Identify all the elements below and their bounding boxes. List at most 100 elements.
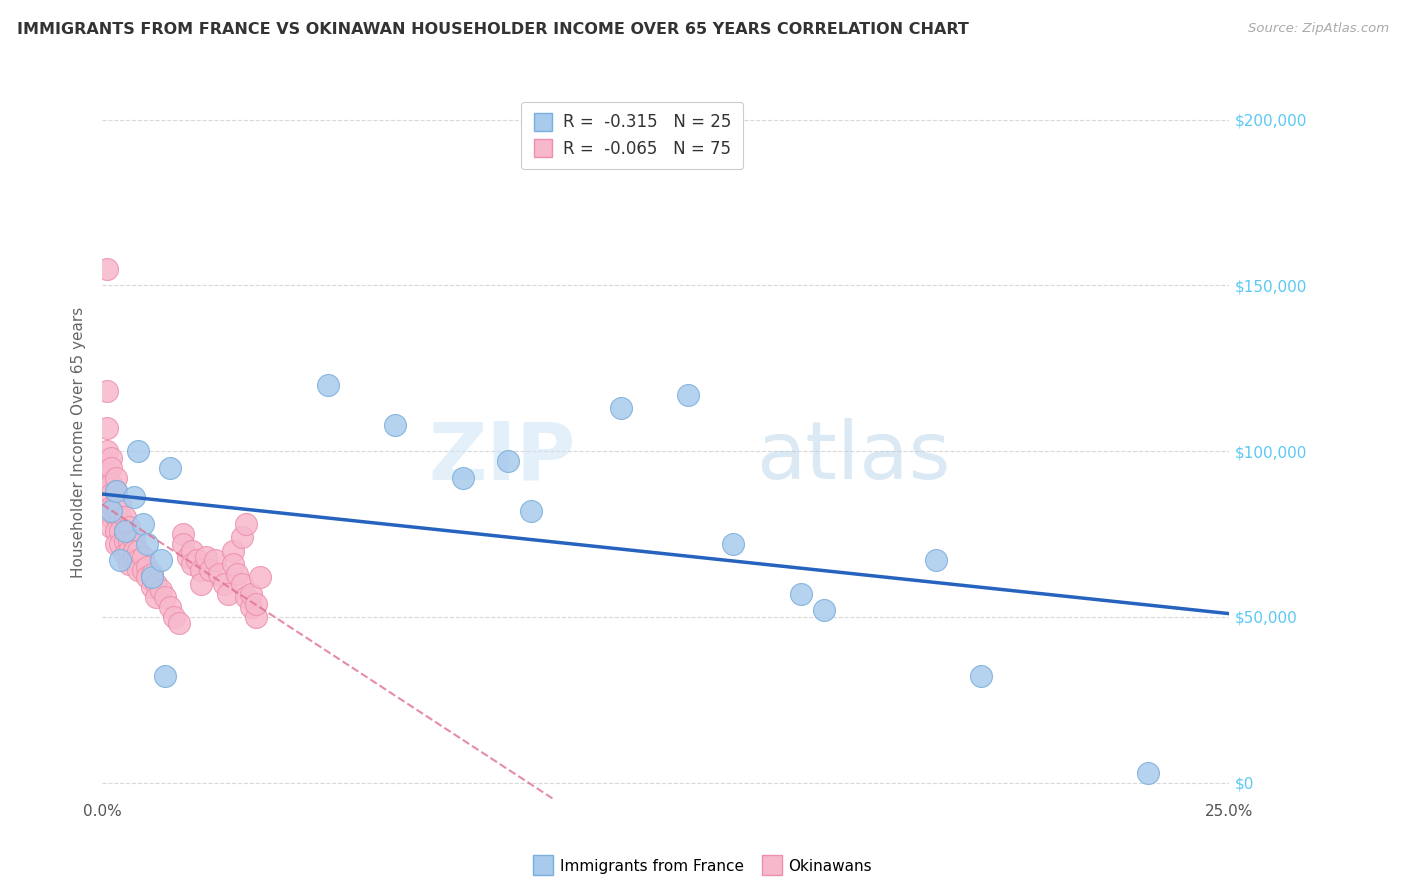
Point <box>200 563 222 577</box>
Point <box>100 504 122 518</box>
Point <box>145 576 167 591</box>
Point <box>127 563 149 577</box>
Text: Source: ZipAtlas.com: Source: ZipAtlas.com <box>1249 22 1389 36</box>
Point <box>496 454 519 468</box>
Point <box>451 470 474 484</box>
Point <box>235 590 257 604</box>
Point <box>231 530 253 544</box>
Point <box>110 497 132 511</box>
Point <box>181 557 204 571</box>
Point <box>222 543 245 558</box>
Point <box>141 570 163 584</box>
Point <box>190 576 212 591</box>
Point <box>100 520 122 534</box>
Point <box>100 460 122 475</box>
Point <box>114 510 136 524</box>
Point <box>127 444 149 458</box>
Point <box>217 586 239 600</box>
Point <box>212 576 235 591</box>
Point <box>118 520 141 534</box>
Point <box>159 599 181 614</box>
Point <box>122 533 145 548</box>
Point <box>609 401 631 415</box>
Point <box>167 616 190 631</box>
Point <box>519 504 541 518</box>
Point <box>104 524 127 538</box>
Point <box>141 566 163 581</box>
Point <box>245 609 267 624</box>
Point <box>114 533 136 548</box>
Point <box>186 553 208 567</box>
Point <box>145 590 167 604</box>
Point <box>132 563 155 577</box>
Point <box>235 516 257 531</box>
Point <box>181 543 204 558</box>
Point <box>249 570 271 584</box>
Text: IMMIGRANTS FROM FRANCE VS OKINAWAN HOUSEHOLDER INCOME OVER 65 YEARS CORRELATION : IMMIGRANTS FROM FRANCE VS OKINAWAN HOUSE… <box>17 22 969 37</box>
Point <box>96 444 118 458</box>
Point <box>155 590 177 604</box>
Point <box>96 261 118 276</box>
Y-axis label: Householder Income Over 65 years: Householder Income Over 65 years <box>72 307 86 578</box>
Point <box>208 566 231 581</box>
Point <box>155 669 177 683</box>
Point <box>104 470 127 484</box>
Point <box>231 576 253 591</box>
Point <box>1137 765 1160 780</box>
Point <box>96 421 118 435</box>
Point <box>100 477 122 491</box>
Point <box>122 543 145 558</box>
Point <box>110 510 132 524</box>
Point <box>172 527 194 541</box>
Point <box>104 537 127 551</box>
Point <box>114 524 136 538</box>
Point <box>136 570 159 584</box>
Point <box>127 543 149 558</box>
Point <box>163 609 186 624</box>
Point <box>96 384 118 399</box>
Point <box>118 557 141 571</box>
Point <box>177 550 200 565</box>
Point <box>132 516 155 531</box>
Point <box>790 586 813 600</box>
Point <box>159 460 181 475</box>
Point <box>222 557 245 571</box>
Point <box>149 553 172 567</box>
Point <box>172 537 194 551</box>
Point <box>114 524 136 538</box>
Point <box>100 450 122 465</box>
Point <box>226 566 249 581</box>
Point <box>104 483 127 498</box>
Point <box>118 533 141 548</box>
Text: atlas: atlas <box>756 418 950 496</box>
Point <box>204 553 226 567</box>
Point <box>104 497 127 511</box>
Point <box>104 510 127 524</box>
Point <box>240 599 263 614</box>
Point <box>110 553 132 567</box>
Point <box>136 537 159 551</box>
Point <box>118 543 141 558</box>
Point <box>245 597 267 611</box>
Point <box>114 547 136 561</box>
Point <box>149 583 172 598</box>
Point <box>723 537 745 551</box>
Point <box>678 387 700 401</box>
Point <box>141 580 163 594</box>
Point <box>384 417 406 432</box>
Point <box>100 500 122 515</box>
Point <box>110 524 132 538</box>
Point <box>122 491 145 505</box>
Point <box>970 669 993 683</box>
Point <box>104 483 127 498</box>
Legend: Immigrants from France, Okinawans: Immigrants from France, Okinawans <box>527 853 879 880</box>
Point <box>100 510 122 524</box>
Legend: R =  -0.315   N = 25, R =  -0.065   N = 75: R = -0.315 N = 25, R = -0.065 N = 75 <box>522 102 742 169</box>
Point <box>316 377 339 392</box>
Point <box>110 537 132 551</box>
Point <box>122 553 145 567</box>
Point <box>96 467 118 482</box>
Point <box>925 553 948 567</box>
Point <box>100 487 122 501</box>
Point <box>132 550 155 565</box>
